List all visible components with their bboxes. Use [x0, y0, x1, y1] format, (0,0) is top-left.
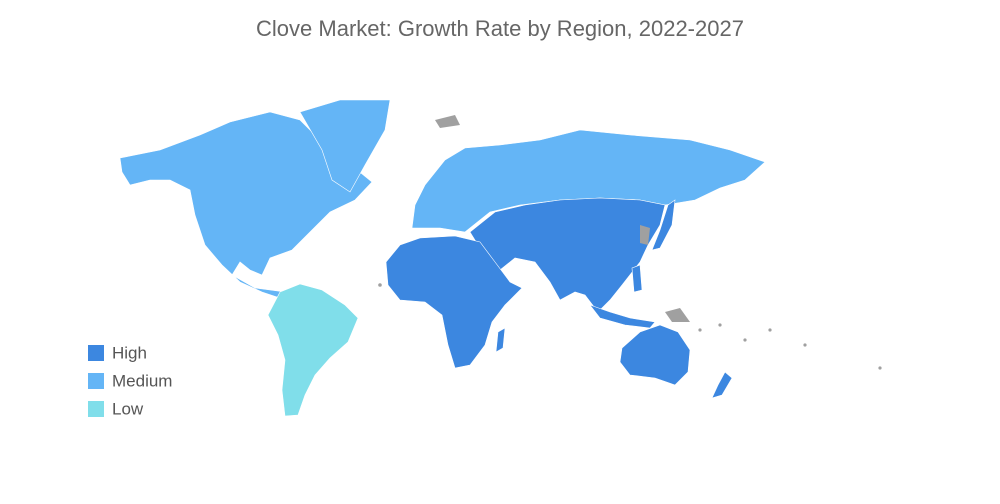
- asia: [469, 197, 666, 313]
- legend-label: Low: [112, 399, 144, 418]
- island: [768, 328, 772, 332]
- philippines: [631, 264, 643, 293]
- svalbard: [435, 115, 460, 128]
- legend-swatch: [88, 373, 104, 389]
- legend-swatch: [88, 345, 104, 361]
- indonesia: [589, 304, 656, 329]
- north-america: [119, 111, 373, 299]
- papua: [665, 308, 690, 322]
- island: [803, 343, 807, 347]
- australia: [619, 324, 691, 386]
- world-map: [119, 99, 882, 417]
- europe-russia: [411, 129, 766, 233]
- legend: High Medium Low: [88, 343, 172, 418]
- island: [698, 328, 702, 332]
- legend-label: Medium: [112, 371, 172, 390]
- island: [878, 366, 882, 370]
- africa: [385, 235, 523, 369]
- legend-label: High: [112, 343, 147, 362]
- new-zealand: [711, 371, 733, 399]
- korea: [640, 225, 650, 245]
- south-america: [267, 283, 359, 417]
- map-title: Clove Market: Growth Rate by Region, 202…: [256, 16, 744, 41]
- japan: [651, 199, 676, 251]
- greenland: [299, 99, 391, 193]
- legend-swatch: [88, 401, 104, 417]
- madagascar: [495, 327, 506, 353]
- island: [718, 323, 722, 327]
- island: [743, 338, 747, 342]
- island: [378, 283, 382, 287]
